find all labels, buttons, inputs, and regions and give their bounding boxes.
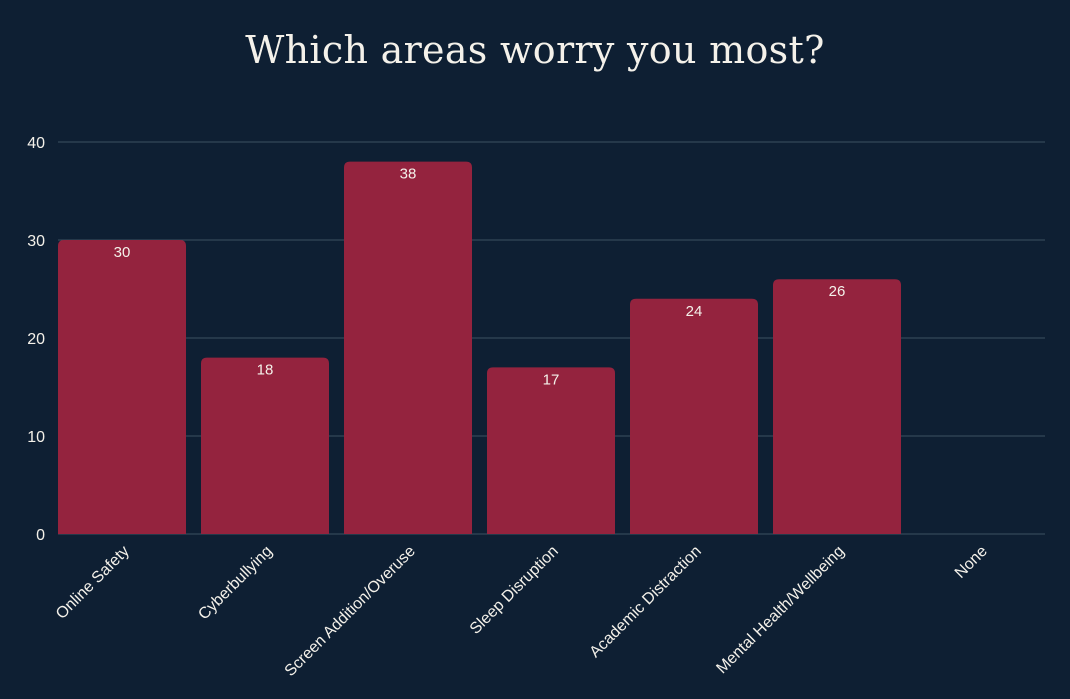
y-tick-label: 30 (27, 233, 45, 250)
y-tick-label: 40 (27, 135, 45, 152)
y-tick-label: 10 (27, 429, 45, 446)
y-tick-label: 0 (36, 527, 45, 544)
bar (344, 161, 472, 534)
bar (630, 298, 758, 534)
bar (58, 240, 186, 534)
y-tick-label: 20 (27, 331, 45, 348)
data-label: 30 (114, 244, 131, 261)
bar (487, 367, 615, 534)
x-tick-label: Cyberbullying (195, 543, 276, 624)
data-label: 17 (543, 371, 560, 388)
x-tick-label: Online Safety (53, 543, 133, 623)
data-labels: 30 18 38 17 24 26 (114, 166, 846, 389)
x-tick-label: Academic Distraction (587, 543, 705, 661)
data-label: 24 (686, 303, 703, 320)
y-axis-ticks: 0 10 20 30 40 (27, 135, 45, 544)
x-tick-label: Sleep Disruption (467, 543, 562, 638)
data-label: 26 (829, 283, 846, 300)
data-label: 38 (400, 166, 417, 183)
chart-title: Which areas worry you most? (245, 28, 825, 72)
x-tick-label: None (952, 543, 991, 582)
bar (201, 357, 329, 534)
data-label: 18 (257, 362, 274, 379)
x-tick-label: Mental Health/Wellbeing (713, 543, 847, 677)
x-tick-label: Screen Addition/Overuse (282, 543, 419, 680)
x-axis-ticks: Online Safety Cyberbullying Screen Additio… (53, 543, 991, 680)
bars (58, 161, 901, 534)
bar (773, 279, 901, 534)
